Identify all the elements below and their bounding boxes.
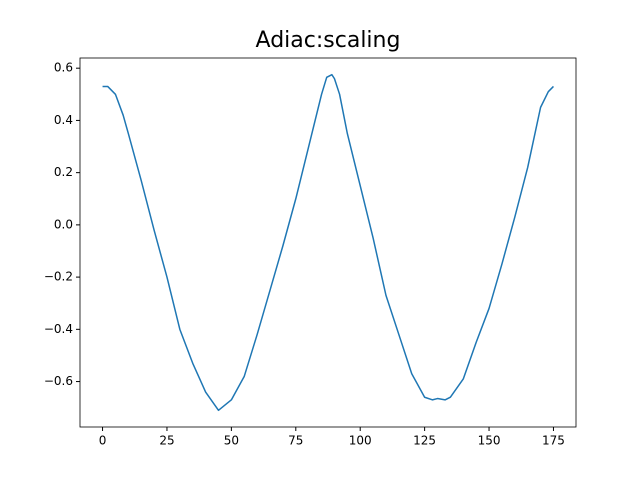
x-tick-label: 100 <box>349 434 372 448</box>
x-tick-label: 125 <box>413 434 436 448</box>
y-tick-label: 0.2 <box>54 165 73 179</box>
y-tick-label: −0.6 <box>44 374 73 388</box>
y-tick-label: −0.2 <box>44 270 73 284</box>
x-tick-label: 50 <box>224 434 239 448</box>
x-tick-label: 25 <box>159 434 174 448</box>
y-tick-label: −0.4 <box>44 322 73 336</box>
x-tick-label: 175 <box>542 434 565 448</box>
x-tick-label: 150 <box>478 434 501 448</box>
chart-title: Adiac:scaling <box>256 28 401 53</box>
x-tick-label: 75 <box>288 434 303 448</box>
plot-frame <box>79 57 577 428</box>
line-series <box>102 73 554 412</box>
y-tick-label: 0.4 <box>54 113 73 127</box>
x-tick-label: 0 <box>99 434 107 448</box>
y-tick-label: 0.0 <box>54 217 73 231</box>
y-tick-label: 0.6 <box>54 61 73 75</box>
